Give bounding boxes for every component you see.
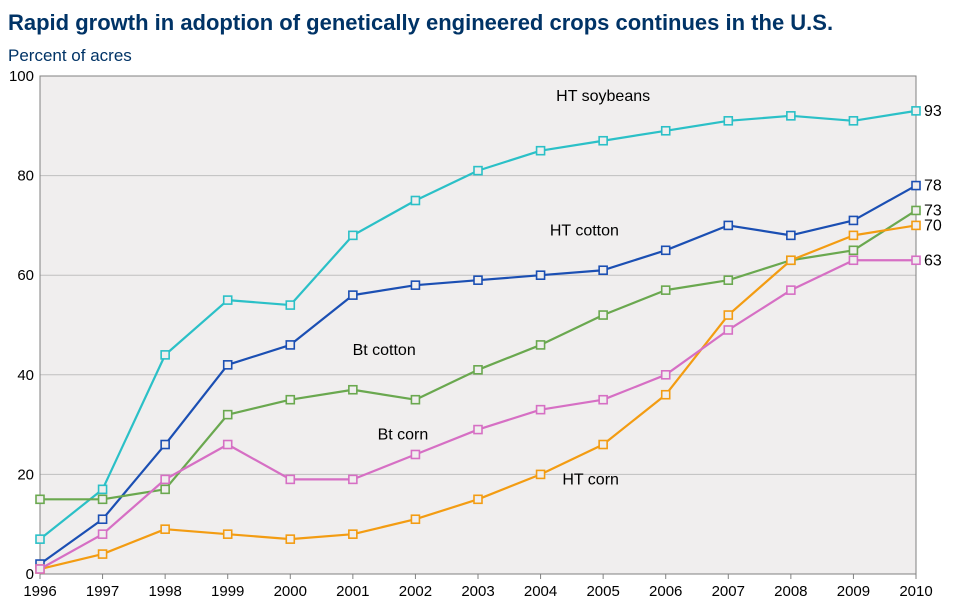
svg-text:2005: 2005 bbox=[586, 583, 619, 600]
svg-text:Bt corn: Bt corn bbox=[378, 427, 429, 444]
svg-text:1998: 1998 bbox=[148, 583, 181, 600]
svg-text:93: 93 bbox=[924, 103, 942, 120]
y-axis-label: Percent of acres bbox=[0, 36, 964, 68]
svg-text:2007: 2007 bbox=[712, 583, 745, 600]
svg-text:40: 40 bbox=[17, 367, 34, 384]
svg-text:2001: 2001 bbox=[336, 583, 369, 600]
svg-text:2009: 2009 bbox=[837, 583, 870, 600]
svg-text:2003: 2003 bbox=[461, 583, 494, 600]
chart-svg: 0 20 40 60 80 100 1996 1997 1998 1999 2000 2001 2002… bbox=[0, 68, 964, 608]
svg-text:2006: 2006 bbox=[649, 583, 682, 600]
svg-text:HT cotton: HT cotton bbox=[550, 222, 619, 239]
chart-title: Rapid growth in adoption of genetically … bbox=[0, 0, 964, 36]
svg-text:2000: 2000 bbox=[274, 583, 307, 600]
svg-text:78: 78 bbox=[924, 178, 942, 195]
svg-text:2008: 2008 bbox=[774, 583, 807, 600]
svg-text:2002: 2002 bbox=[399, 583, 432, 600]
svg-text:70: 70 bbox=[924, 217, 942, 234]
svg-text:1999: 1999 bbox=[211, 583, 244, 600]
svg-text:HT corn: HT corn bbox=[562, 471, 619, 488]
svg-text:2010: 2010 bbox=[899, 583, 932, 600]
svg-text:80: 80 bbox=[17, 168, 34, 185]
svg-text:1997: 1997 bbox=[86, 583, 119, 600]
svg-text:0: 0 bbox=[26, 566, 34, 583]
svg-text:Bt cotton: Bt cotton bbox=[353, 342, 416, 359]
svg-text:60: 60 bbox=[17, 267, 34, 284]
svg-text:1996: 1996 bbox=[23, 583, 56, 600]
svg-text:HT soybeans: HT soybeans bbox=[556, 88, 650, 105]
svg-text:63: 63 bbox=[924, 252, 942, 269]
svg-text:20: 20 bbox=[17, 466, 34, 483]
svg-text:100: 100 bbox=[9, 68, 34, 85]
svg-text:2004: 2004 bbox=[524, 583, 557, 600]
